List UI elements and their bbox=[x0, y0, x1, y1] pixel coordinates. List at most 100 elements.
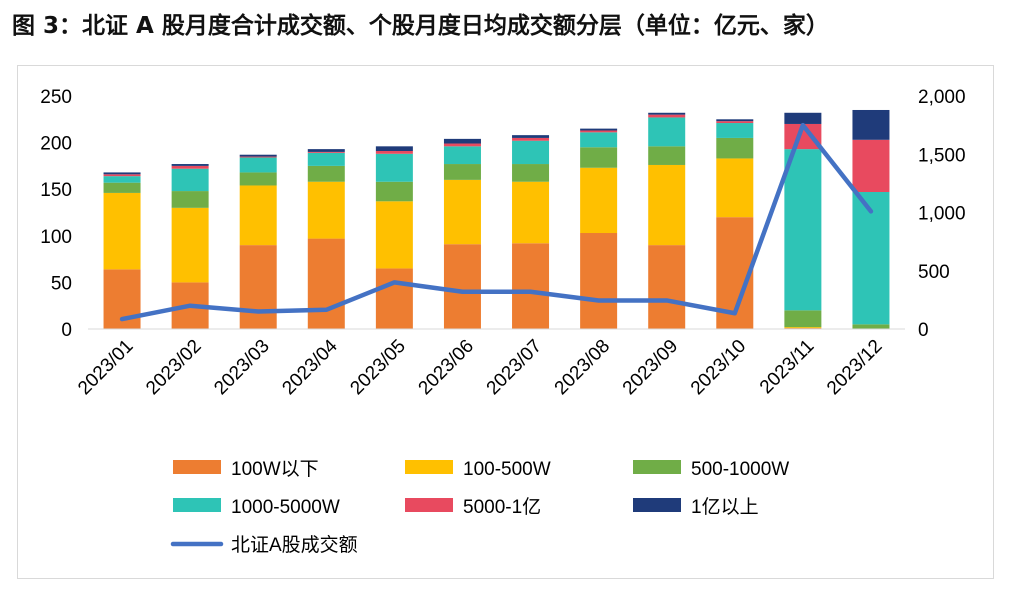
bar-segment bbox=[784, 310, 822, 328]
bar-segment bbox=[852, 139, 890, 192]
right-tick-label: 2,000 bbox=[918, 87, 966, 108]
bar-segment bbox=[716, 119, 754, 122]
bar-segment bbox=[443, 138, 481, 144]
bar-segment bbox=[512, 181, 550, 244]
bar-segment bbox=[239, 157, 277, 173]
legend-swatch bbox=[173, 460, 221, 474]
x-tick-label: 2023/04 bbox=[278, 335, 342, 399]
bar-segment bbox=[307, 181, 345, 239]
bar-segment bbox=[784, 149, 822, 311]
bar-segment bbox=[580, 128, 618, 131]
bar-segment bbox=[580, 130, 618, 133]
line-series bbox=[119, 122, 874, 322]
bar-segment bbox=[103, 182, 141, 193]
bar-segment bbox=[648, 164, 686, 246]
bar-segment bbox=[307, 238, 345, 329]
x-tick-label: 2023/05 bbox=[346, 336, 409, 399]
bar-segment bbox=[103, 176, 141, 183]
bar-segment bbox=[307, 152, 345, 166]
line-layer bbox=[119, 122, 874, 322]
legend-swatch bbox=[633, 460, 681, 474]
bar-segment bbox=[716, 158, 754, 218]
bar-segment bbox=[103, 192, 141, 270]
bar-segment bbox=[103, 172, 141, 175]
bar-segment bbox=[171, 164, 209, 166]
legend-label: 1亿以上 bbox=[691, 496, 759, 518]
bar-segment bbox=[580, 167, 618, 234]
page-title: 图 3：北证 A 股月度合计成交额、个股月度日均成交额分层（单位：亿元、家） bbox=[12, 13, 829, 39]
bar-segment bbox=[716, 123, 754, 138]
bar-segment bbox=[716, 121, 754, 124]
bar-segment bbox=[648, 245, 686, 329]
bar-segment bbox=[443, 164, 481, 180]
x-tick-label: 2023/10 bbox=[687, 336, 750, 399]
bar-segment bbox=[648, 117, 686, 147]
legend-swatch bbox=[173, 498, 221, 512]
bar-segment bbox=[375, 146, 413, 151]
chart-frame bbox=[17, 65, 994, 579]
left-tick-label: 50 bbox=[51, 273, 72, 294]
bar-segment bbox=[171, 207, 209, 283]
bar-segment bbox=[171, 191, 209, 208]
right-tick-label: 1,000 bbox=[918, 204, 966, 225]
legend-label: 100-500W bbox=[463, 459, 551, 480]
bar-segment bbox=[512, 243, 550, 329]
bar-segment bbox=[307, 151, 345, 153]
legend-label: 100W以下 bbox=[231, 459, 319, 480]
x-tick-label: 2023/06 bbox=[415, 336, 478, 399]
x-tick-label: 2023/01 bbox=[74, 336, 137, 399]
bar-segment bbox=[443, 179, 481, 245]
left-tick-label: 200 bbox=[40, 134, 72, 155]
bar-segment bbox=[443, 244, 481, 329]
bar-segment bbox=[375, 153, 413, 182]
legend-label: 500-1000W bbox=[691, 459, 789, 480]
bar-segment bbox=[648, 112, 686, 115]
left-tick-label: 150 bbox=[40, 180, 72, 201]
bar-segment bbox=[648, 114, 686, 118]
bar-segment bbox=[852, 324, 890, 329]
bar-segment bbox=[239, 154, 277, 157]
bar-segment bbox=[784, 327, 822, 329]
bar-segment bbox=[512, 137, 550, 141]
right-tick-label: 1,500 bbox=[918, 145, 966, 166]
bar-segment bbox=[512, 140, 550, 165]
bar-segment bbox=[239, 185, 277, 246]
bar-segment bbox=[716, 137, 754, 159]
bar-segment bbox=[375, 150, 413, 154]
bar-segment bbox=[307, 149, 345, 152]
bar-segment bbox=[307, 165, 345, 182]
bar-segment bbox=[443, 146, 481, 165]
legend-label: 北证A股成交额 bbox=[231, 534, 358, 556]
bar-segment bbox=[512, 164, 550, 182]
bar-segment bbox=[239, 172, 277, 186]
right-tick-label: 500 bbox=[918, 262, 950, 283]
left-tick-label: 0 bbox=[61, 320, 72, 341]
bar-segment bbox=[103, 174, 141, 177]
bar-segment bbox=[580, 132, 618, 148]
legend: 100W以下 100-500W 500-1000W 1000-5000W 5000-1亿… bbox=[170, 459, 789, 556]
bar-segment bbox=[171, 168, 209, 192]
x-tick-label: 2023/12 bbox=[823, 336, 886, 399]
bars-layer bbox=[103, 109, 890, 329]
x-tick-label: 2023/08 bbox=[551, 336, 614, 399]
bar-segment bbox=[375, 201, 413, 269]
bar-segment bbox=[239, 245, 277, 329]
x-tick-label: 2023/11 bbox=[756, 336, 818, 398]
bar-segment bbox=[375, 268, 413, 329]
bar-segment bbox=[239, 156, 277, 158]
bar-segment bbox=[784, 112, 822, 124]
legend-swatch bbox=[405, 460, 453, 474]
left-tick-label: 250 bbox=[40, 87, 72, 108]
x-tick-label: 2023/09 bbox=[619, 336, 682, 399]
legend-label: 5000-1亿 bbox=[463, 496, 541, 518]
legend-swatch bbox=[633, 498, 681, 512]
bar-segment bbox=[580, 147, 618, 168]
bar-segment bbox=[852, 191, 890, 325]
legend-label: 1000-5000W bbox=[231, 497, 340, 518]
left-tick-label: 100 bbox=[40, 227, 72, 248]
legend-swatch bbox=[405, 498, 453, 512]
bar-segment bbox=[375, 181, 413, 202]
bar-segment bbox=[580, 233, 618, 329]
bar-segment bbox=[443, 143, 481, 147]
